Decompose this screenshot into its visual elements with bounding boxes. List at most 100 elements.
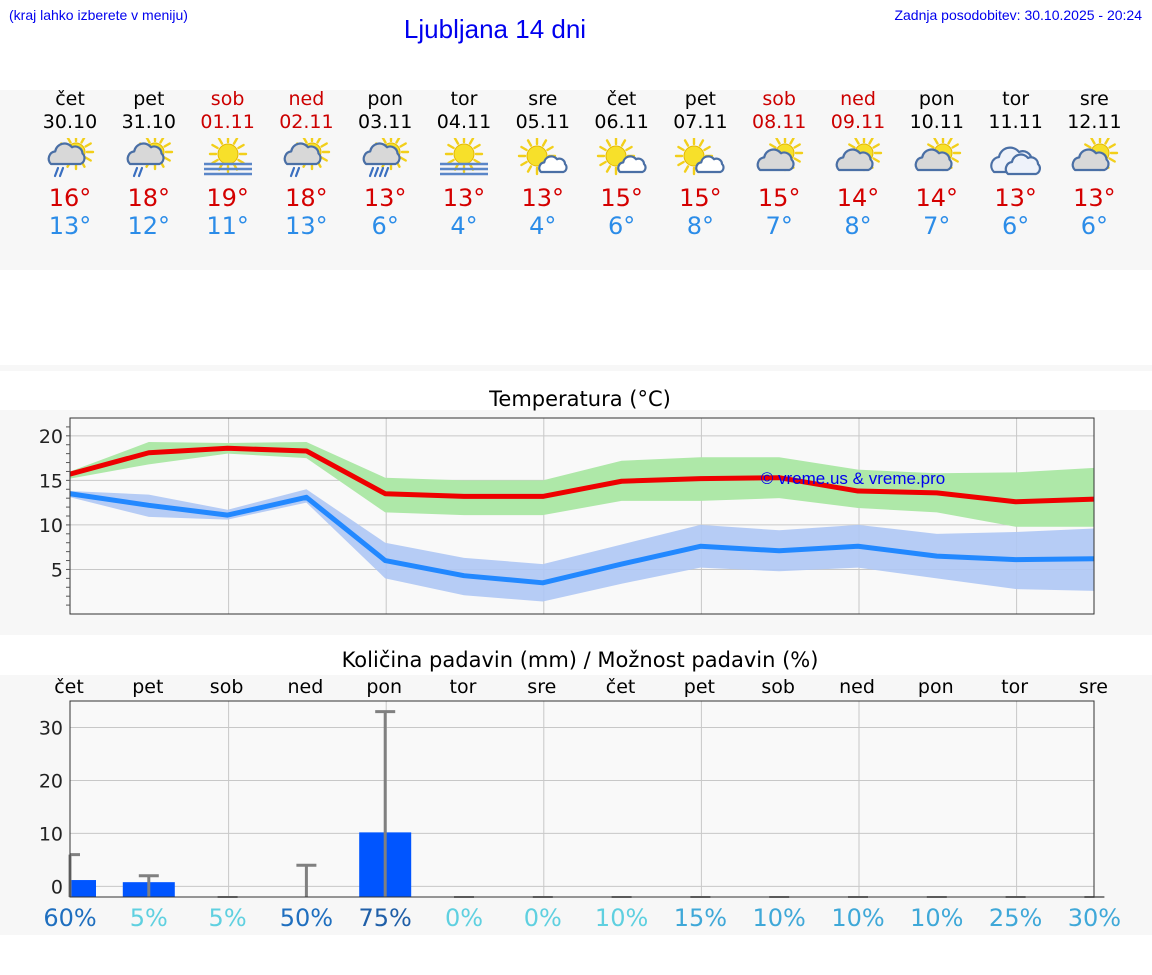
day-name: ned	[840, 88, 876, 110]
sun-small-cloud-icon	[517, 138, 568, 176]
day-date: 10.11	[909, 111, 964, 133]
day-name: pon	[367, 88, 404, 110]
min-temperature: 13°	[48, 212, 92, 240]
page-title: Ljubljana 14 dni	[403, 14, 587, 44]
day-name: sre	[528, 88, 558, 110]
precipitation-probability: 0%	[444, 904, 484, 932]
max-temperature: 14°	[836, 184, 880, 212]
precipitation-x-tick-label: ned	[839, 676, 875, 698]
max-temperature: 15°	[679, 184, 722, 212]
min-temperature: 11°	[206, 212, 249, 240]
day-date: 08.11	[751, 111, 807, 133]
precipitation-x-tick-label: čet	[54, 676, 84, 698]
precipitation-x-tick-label: sob	[210, 676, 244, 698]
day-name: pet	[684, 88, 716, 110]
min-temperature: 6°	[371, 212, 399, 240]
temperature-y-tick-label: 5	[51, 559, 63, 581]
precipitation-probability: 30%	[1067, 904, 1122, 932]
precipitation-x-tick-label: tor	[450, 676, 477, 698]
forecast-day: pon 03.11 13° 6°	[345, 88, 425, 240]
min-temperature: 4°	[450, 212, 478, 240]
min-temperature: 8°	[686, 212, 715, 240]
day-date: 03.11	[357, 111, 413, 133]
precipitation-probability: 50%	[279, 904, 334, 932]
precipitation-y-tick-label: 10	[39, 823, 63, 845]
day-date: 07.11	[673, 111, 728, 133]
max-temperature: 18°	[127, 184, 171, 212]
day-name: sob	[762, 88, 796, 110]
temperature-chart-title: Temperatura (°C)	[489, 387, 671, 411]
forecast-day: sre 05.11 13° 4°	[503, 88, 583, 240]
max-temperature: 13°	[442, 184, 486, 212]
day-date: 09.11	[830, 111, 886, 133]
spacer-band	[0, 365, 1152, 371]
day-name: pon	[918, 88, 955, 110]
min-temperature: 8°	[844, 212, 872, 240]
sun-cloud-icon	[1072, 138, 1119, 172]
precipitation-x-tick-label: sre	[1079, 676, 1108, 698]
day-date: 05.11	[515, 111, 570, 133]
precipitation-x-tick-label: ned	[288, 676, 324, 698]
max-temperature: 19°	[206, 184, 249, 212]
cloud-icon	[989, 146, 1041, 176]
watermark: © vreme.us & vreme.pro	[761, 469, 945, 488]
sun-cloud-rain-icon	[47, 138, 95, 178]
precipitation-y-tick-label: 0	[51, 876, 63, 898]
precipitation-x-tick-label: pet	[684, 676, 715, 698]
day-date: 06.11	[594, 111, 649, 133]
max-temperature: 18°	[285, 184, 328, 212]
precipitation-probability: 0%	[523, 904, 562, 932]
sun-cloud-heavy-rain-icon	[362, 138, 410, 178]
forecast-day: čet 30.10 16° 13°	[30, 88, 110, 240]
day-name: ned	[288, 88, 325, 110]
min-temperature-line	[69, 491, 1095, 586]
forecast-day: ned 02.11 18° 13°	[266, 88, 346, 240]
day-name: tor	[1002, 88, 1030, 110]
precipitation-probability: 5%	[208, 904, 247, 932]
day-name: čet	[55, 88, 85, 110]
temperature-y-tick-label: 10	[39, 515, 63, 537]
day-date: 01.11	[200, 111, 255, 133]
precipitation-chart-title: Količina padavin (mm) / Možnost padavin …	[341, 648, 819, 672]
day-date: 02.11	[279, 111, 334, 133]
precipitation-plot-area	[70, 701, 1094, 897]
forecast-day: pet 07.11 15° 8°	[660, 88, 740, 240]
day-date: 30.10	[42, 111, 98, 133]
max-temperature: 16°	[48, 184, 92, 212]
day-date: 04.11	[436, 111, 492, 133]
max-temperature: 15°	[600, 184, 643, 212]
forecast-day: pet 31.10 18° 12°	[109, 88, 189, 240]
forecast-day: sre 12.11 13° 6°	[1054, 88, 1134, 240]
precipitation-probability: 10%	[594, 904, 649, 932]
day-name: čet	[606, 88, 637, 110]
forecast-day: tor 04.11 13° 4°	[424, 88, 504, 240]
precipitation-x-tick-label: čet	[606, 676, 636, 698]
day-name: tor	[450, 88, 478, 110]
precipitation-x-tick-label: pet	[132, 676, 163, 698]
precipitation-probability: 25%	[988, 904, 1043, 932]
precipitation-probability: 10%	[910, 904, 964, 932]
forecast-day: čet 06.11 15° 6°	[582, 88, 662, 240]
precipitation-probability: 5%	[129, 904, 168, 932]
forecast-day: tor 11.11 13° 6°	[976, 88, 1056, 240]
last-updated: Zadnja posodobitev: 30.10.2025 - 20:24	[894, 7, 1142, 23]
sun-small-cloud-icon	[596, 138, 647, 176]
temperature-y-tick-label: 20	[39, 426, 63, 448]
temperature-y-tick-label: 15	[39, 470, 63, 492]
forecast-day: sob 01.11 19° 11°	[188, 88, 268, 240]
min-temperature: 12°	[127, 212, 171, 240]
max-temperature: 13°	[363, 184, 407, 212]
precipitation-x-tick-label: pon	[366, 676, 402, 698]
precipitation-probability: 75%	[358, 904, 412, 932]
menu-hint: (kraj lahko izberete v meniju)	[9, 7, 188, 23]
precipitation-probability: 10%	[752, 904, 806, 932]
min-temperature: 6°	[607, 212, 636, 240]
min-temperature: 4°	[529, 212, 557, 240]
precipitation-y-tick-label: 30	[39, 717, 63, 739]
sun-cloud-icon	[835, 138, 883, 172]
min-temperature: 6°	[1080, 212, 1109, 240]
precipitation-probability: 10%	[831, 904, 885, 932]
max-temperature: 13°	[1073, 184, 1116, 212]
precipitation-x-tick-label: sob	[761, 676, 795, 698]
